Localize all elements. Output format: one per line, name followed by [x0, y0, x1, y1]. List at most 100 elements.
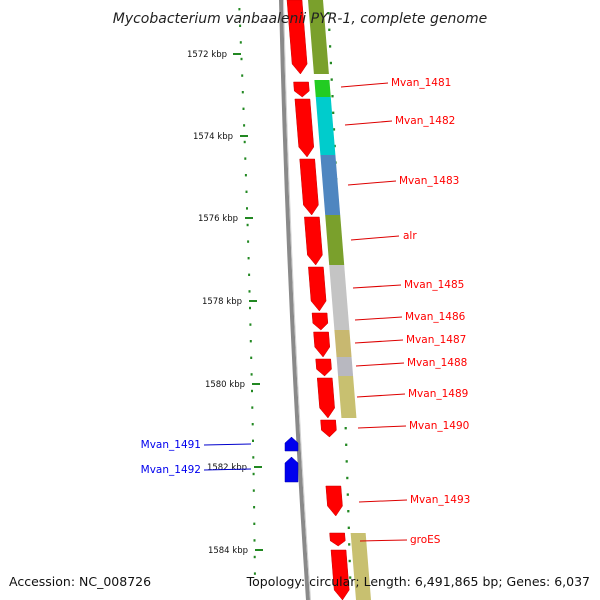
forward-gene-arrow	[316, 377, 335, 419]
forward-gene-arrow	[330, 549, 350, 600]
gene-label-mvan-1491[interactable]: Mvan_1491	[141, 439, 201, 451]
forward-gene-arrow	[313, 331, 331, 358]
gene-label-leader	[347, 180, 397, 186]
position-dots-left	[238, 8, 256, 575]
cog-band	[325, 215, 345, 265]
map-title: Mycobacterium vanbaalenii PYR-1, complet…	[113, 11, 488, 27]
gene-label-mvan-1488[interactable]: Mvan_1488	[407, 357, 467, 369]
accession-text: Accession: NC_008726	[9, 574, 152, 589]
forward-gene-arrow	[311, 312, 329, 331]
tick-label: 1576 kbp	[198, 214, 238, 224]
gene-label-leader	[354, 339, 404, 344]
cog-band	[320, 155, 341, 215]
gene-label-mvan-1482[interactable]: Mvan_1482	[395, 115, 455, 127]
forward-gene-arrow	[315, 358, 332, 377]
position-dot	[348, 559, 351, 563]
gene-label-mvan-1490[interactable]: Mvan_1490	[409, 420, 469, 432]
tick-label: 1580 kbp	[205, 380, 245, 390]
gene-label-leader	[203, 468, 252, 471]
gene-label-leader	[203, 443, 252, 446]
cog-band	[336, 357, 354, 376]
gene-label-alr[interactable]: alr	[403, 230, 417, 242]
position-dot	[241, 74, 244, 77]
forward-gene-arrow	[299, 158, 319, 216]
position-dot	[346, 493, 349, 496]
position-dot	[250, 373, 253, 376]
position-dot	[253, 539, 256, 542]
position-dot	[251, 406, 254, 409]
forward-gene-arrow	[293, 81, 310, 98]
position-dot	[253, 522, 256, 525]
position-dot	[329, 45, 332, 48]
gene-label-leader	[358, 499, 408, 503]
cog-bands	[308, 0, 371, 600]
position-dot	[253, 506, 256, 509]
gene-label-mvan-1493[interactable]: Mvan_1493	[410, 494, 470, 506]
position-dot	[252, 489, 255, 492]
position-dot	[247, 257, 250, 260]
gene-label-mvan-1481[interactable]: Mvan_1481	[391, 77, 451, 89]
position-dot	[249, 323, 252, 326]
forward-gene-arrow	[286, 0, 308, 75]
gene-label-leader	[340, 82, 389, 88]
position-dot	[348, 543, 351, 546]
position-dot	[243, 124, 246, 127]
position-dot	[245, 190, 248, 193]
cog-band	[308, 0, 329, 74]
position-dot	[244, 157, 247, 160]
position-dot	[239, 41, 242, 44]
position-dot	[329, 61, 332, 65]
forward-gene-arrow	[325, 485, 343, 517]
reverse-gene-arrow	[284, 456, 299, 483]
position-dot	[327, 12, 330, 15]
position-dot	[243, 140, 246, 144]
position-dot	[347, 526, 350, 529]
position-dot	[346, 476, 349, 480]
gene-label-groes[interactable]: groES	[410, 534, 441, 546]
gene-label-leader	[357, 425, 407, 429]
cog-band	[315, 97, 336, 155]
position-dot	[332, 128, 336, 131]
position-dot	[332, 111, 335, 114]
position-dot	[344, 427, 347, 430]
position-dot	[249, 340, 252, 343]
position-dot	[253, 555, 256, 559]
forward-gene-arrow	[304, 216, 323, 266]
position-dot	[253, 572, 256, 575]
forward-gene-arrows	[286, 0, 350, 600]
cog-band	[334, 330, 352, 357]
position-dot	[252, 439, 254, 442]
gene-label-mvan-1489[interactable]: Mvan_1489	[408, 388, 468, 400]
position-dot	[248, 290, 251, 293]
position-dot	[330, 78, 333, 81]
position-dot	[251, 423, 254, 426]
gene-label-mvan-1486[interactable]: Mvan_1486	[405, 311, 466, 323]
forward-gene-arrow	[308, 266, 327, 312]
position-dot	[241, 91, 244, 94]
position-dot	[238, 8, 241, 11]
cog-band	[338, 376, 357, 418]
forward-gene-labels: Mvan_1481 Mvan_1482 Mvan_1483 alr Mvan_1…	[340, 77, 470, 546]
cog-band	[329, 265, 350, 330]
gene-label-mvan-1483[interactable]: Mvan_1483	[399, 175, 459, 187]
gene-label-leader	[350, 235, 400, 241]
cog-band	[350, 533, 371, 600]
gene-label-leader	[356, 393, 406, 398]
position-dot	[242, 107, 245, 110]
genome-summary-text: Topology: circular; Length: 6,491,865 bp…	[246, 574, 590, 589]
gene-label-leader	[359, 539, 408, 542]
gene-label-mvan-1492[interactable]: Mvan_1492	[141, 464, 201, 476]
gene-label-mvan-1485[interactable]: Mvan_1485	[404, 279, 464, 291]
genome-backbone-highlight	[283, 0, 311, 600]
gene-label-leader	[355, 362, 405, 367]
position-dot	[246, 207, 248, 210]
tick-label: 1578 kbp	[202, 297, 242, 307]
position-dot	[345, 460, 348, 463]
position-dot	[248, 273, 251, 276]
reverse-gene-labels: Mvan_1491 Mvan_1492	[141, 439, 252, 476]
gene-label-mvan-1487[interactable]: Mvan_1487	[406, 334, 466, 346]
position-dot	[347, 510, 350, 513]
reverse-gene-arrow	[284, 436, 299, 452]
